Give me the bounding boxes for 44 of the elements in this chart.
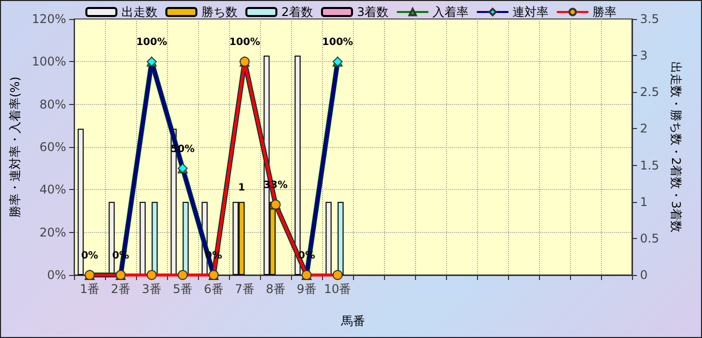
y-tick-label: 0% <box>47 268 66 282</box>
data-label: 100% <box>322 37 354 48</box>
y-axis-title: 勝率・連対率・入着率(%) <box>8 76 22 218</box>
legend-label: 2着数 <box>281 5 314 19</box>
data-label: 100% <box>229 37 260 48</box>
data-label: 100% <box>136 37 168 48</box>
x-tick-label: 1番 <box>80 282 100 296</box>
x-tick-label: 8番 <box>266 282 286 296</box>
x-tick-label: 3番 <box>142 282 162 296</box>
legend-label: 入着率 <box>432 5 469 19</box>
x-tick-label: 5番 <box>172 282 192 296</box>
y2-tick-label: 2 <box>640 122 648 136</box>
y2-tick-label: 0 <box>640 268 648 282</box>
x-tick-label: 2番 <box>110 282 131 296</box>
y-tick-label: 120% <box>32 12 66 26</box>
y2-tick-label: 1 <box>640 194 648 209</box>
x-tick-label: 9番 <box>296 282 316 296</box>
y2-tick-label: 3 <box>640 48 648 63</box>
bar <box>182 202 189 275</box>
bar <box>326 202 332 275</box>
y2-tick-label: 0.5 <box>640 231 660 246</box>
y-tick-label: 80% <box>40 97 66 112</box>
legend-label: 出走数 <box>121 5 158 19</box>
legend-label: 勝ち数 <box>201 5 238 19</box>
y-tick-label: 40% <box>40 182 66 197</box>
y-tick-label: 20% <box>40 225 66 240</box>
data-label: 1 <box>238 182 246 194</box>
y-tick-label: 100% <box>32 54 66 69</box>
legend-label: 勝率 <box>592 5 617 19</box>
x-tick-label: 6番 <box>204 282 224 296</box>
x-axis-title: 馬番 <box>340 314 366 328</box>
bar <box>338 202 344 275</box>
bar <box>140 202 146 275</box>
data-label: 0% <box>205 250 222 262</box>
y2-tick-label: 3.5 <box>640 12 660 26</box>
bar <box>152 202 158 275</box>
x-tick-label: 7番 <box>234 282 254 296</box>
y2-tick-label: 2.5 <box>640 85 660 100</box>
x-tick-label: 10番 <box>324 282 352 296</box>
y2-axis-title: 出走数・勝ち数・2着数・3着数 <box>668 61 683 233</box>
legend-label: 連対率 <box>512 5 549 19</box>
legend-label: 3着数 <box>357 5 389 19</box>
y-tick-label: 60% <box>40 140 66 154</box>
y2-tick-label: 1.5 <box>640 158 660 172</box>
